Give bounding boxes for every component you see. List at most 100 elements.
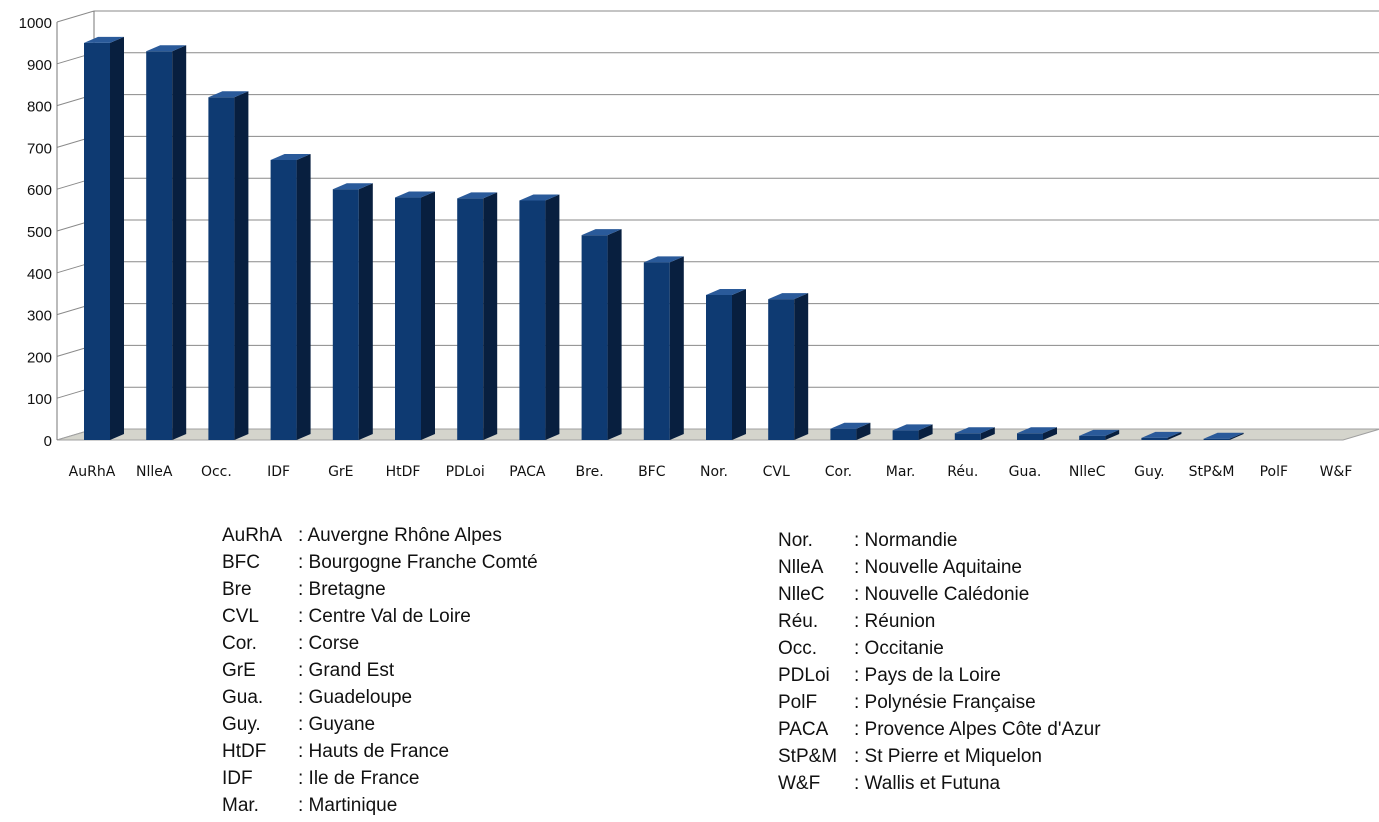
bar-top [208, 91, 249, 98]
legend-full-name: : Guadeloupe [298, 687, 413, 708]
legend-abbreviation: Guy. [222, 714, 261, 735]
bar [395, 191, 435, 440]
bar-top [830, 422, 871, 429]
bar-front [208, 97, 235, 441]
y-tick-label: 100 [27, 391, 52, 408]
legend-full-name: : Occitanie [854, 638, 944, 659]
bar-side [980, 427, 995, 440]
x-tick-label: GrE [328, 464, 353, 480]
bar-side [110, 36, 124, 441]
legend-full-name: : Bourgogne Franche Comté [298, 552, 538, 573]
y-tick-label: 900 [27, 57, 52, 74]
legend-abbreviation: Occ. [778, 638, 818, 659]
legend-abbreviation: Réu. [778, 611, 819, 632]
bar [1141, 431, 1182, 440]
bar-top [581, 229, 622, 236]
legend-full-name: : Grand Est [298, 660, 395, 681]
gridline-stub [56, 10, 95, 23]
bar-front [1079, 435, 1106, 440]
x-tick-label: Nor. [700, 464, 728, 480]
bar-front [84, 42, 110, 441]
legend-full-name: : Corse [298, 633, 360, 654]
legend-full-name: : Provence Alpes Côte d'Azur [854, 719, 1101, 740]
bar-front [519, 200, 546, 440]
x-tick-label: CVL [763, 464, 790, 480]
bar-side [669, 256, 684, 440]
bar [146, 45, 187, 440]
legend-full-name: : Ile de France [298, 768, 420, 789]
bar-front [1203, 438, 1230, 440]
bar [830, 422, 871, 440]
bar [519, 194, 560, 440]
legend-full-name: : Auvergne Rhône Alpes [298, 525, 502, 546]
bar-side [1229, 432, 1244, 440]
bar-side [358, 183, 373, 440]
bar-front [1017, 433, 1043, 440]
legend-abbreviation: NlleA [778, 557, 824, 578]
x-tick-label: PDLoi [446, 464, 485, 480]
bar-front [146, 51, 173, 440]
bar-top [892, 424, 933, 431]
bar-side [172, 45, 187, 440]
bar-top [954, 427, 995, 434]
bar-front [457, 198, 484, 440]
y-tick-label: 1000 [19, 15, 52, 32]
legend-full-name: : Bretagne [298, 579, 386, 600]
legend-abbreviation: Bre [222, 579, 252, 600]
bar-front [581, 235, 608, 440]
bar-front [830, 428, 857, 440]
legend-full-name: : Hauts de France [298, 741, 450, 762]
legend-full-name: : Wallis et Futuna [854, 773, 1001, 794]
bar-top [146, 45, 187, 52]
x-tick-label: PACA [509, 464, 546, 480]
x-tick-labels: AuRhA NlleA Occ. IDF GrE HtDF PDLoi PACA Bre. BFC… [69, 464, 1353, 480]
legend-abbreviation: CVL [222, 606, 259, 627]
legend-full-name: : St Pierre et Miquelon [854, 746, 1042, 767]
bar-side [918, 424, 933, 440]
y-tick-label: 600 [27, 182, 52, 199]
x-tick-label: PolF [1260, 464, 1288, 480]
bar-front [954, 433, 981, 440]
bar-chart: 0 100 200 300 400 500 600 700 800 900 1000 AuRhA Nl… [19, 10, 1379, 480]
bar-top [270, 153, 311, 160]
legend-abbreviation: AuRhA [222, 525, 283, 546]
legend-full-name: : Martinique [298, 795, 398, 816]
legend-abbreviation: W&F [778, 773, 821, 794]
bar-top [457, 192, 498, 199]
bar-side [545, 194, 560, 440]
x-tick-label: NlleC [1069, 464, 1106, 480]
x-tick-label: Occ. [201, 464, 232, 480]
x-tick-label: BFC [638, 464, 666, 480]
bar-top [84, 36, 124, 43]
legend-abbreviation: IDF [222, 768, 253, 789]
legend-abbreviation: Cor. [222, 633, 257, 654]
bar-front [768, 299, 795, 440]
bar-side [296, 153, 311, 440]
legend-abbreviation: PDLoi [778, 665, 830, 686]
legend-abbreviation: PolF [778, 692, 818, 713]
bar-top [1079, 429, 1120, 436]
legend-abbreviation: BFC [222, 552, 260, 573]
bar-side [732, 288, 746, 440]
bar-layer [84, 36, 1244, 441]
bar-front [706, 294, 732, 440]
bar-front [892, 430, 919, 440]
legend-abbreviation: HtDF [222, 741, 267, 762]
legend-abbreviation: GrE [222, 660, 256, 681]
legend-full-name: : Centre Val de Loire [298, 606, 471, 627]
bar-side [483, 192, 498, 440]
bar [457, 192, 498, 440]
legend-full-name: : Nouvelle Calédonie [854, 584, 1030, 605]
bar [768, 293, 809, 440]
bar-top [643, 256, 684, 263]
bar [1017, 427, 1057, 440]
x-tick-label: Guy. [1134, 464, 1164, 480]
bar-side [1167, 431, 1182, 440]
x-tick-label: Bre. [576, 464, 604, 480]
bar [581, 229, 622, 440]
legend-full-name: : Polynésie Française [854, 692, 1036, 713]
bar-top [332, 183, 373, 190]
x-tick-label: Mar. [886, 464, 916, 480]
bar-side [234, 91, 249, 441]
bar-top [1017, 427, 1057, 434]
